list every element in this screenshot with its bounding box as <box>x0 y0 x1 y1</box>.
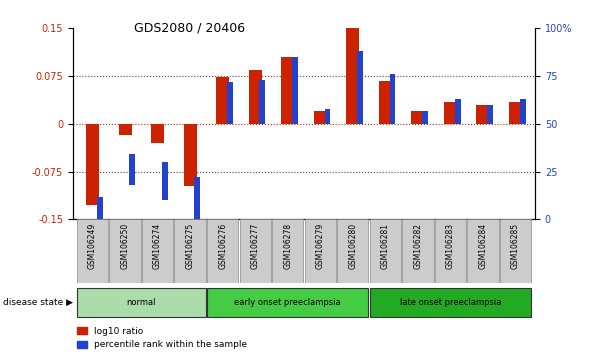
Bar <box>487 105 493 124</box>
Text: GDS2080 / 20406: GDS2080 / 20406 <box>134 21 245 34</box>
Text: GSM106284: GSM106284 <box>478 223 488 269</box>
Bar <box>207 288 368 317</box>
Bar <box>109 219 140 283</box>
Text: GSM106249: GSM106249 <box>88 223 97 269</box>
Text: GSM106282: GSM106282 <box>413 223 423 269</box>
Bar <box>240 219 271 283</box>
Bar <box>402 219 434 283</box>
Bar <box>314 111 326 124</box>
Text: disease state ▶: disease state ▶ <box>3 298 73 307</box>
Bar <box>130 154 135 185</box>
Bar <box>520 99 525 124</box>
Bar <box>357 51 363 124</box>
Bar <box>86 124 99 205</box>
Bar <box>379 81 392 124</box>
Bar <box>162 162 168 200</box>
Bar <box>195 177 200 231</box>
Bar <box>97 196 103 269</box>
Text: late onset preeclampsia: late onset preeclampsia <box>399 298 501 307</box>
Bar <box>207 219 238 283</box>
Bar <box>227 82 233 124</box>
Bar <box>477 105 489 124</box>
Bar <box>444 102 457 124</box>
Bar <box>292 57 298 124</box>
Bar <box>435 219 466 283</box>
Text: early onset preeclampsia: early onset preeclampsia <box>235 298 341 307</box>
Bar <box>216 78 229 124</box>
Text: GSM106280: GSM106280 <box>348 223 358 269</box>
Bar <box>422 110 428 124</box>
Bar <box>305 219 336 283</box>
Bar <box>184 124 196 186</box>
Bar <box>260 80 265 124</box>
Bar <box>337 219 368 283</box>
Bar <box>370 219 401 283</box>
Text: GSM106277: GSM106277 <box>250 223 260 269</box>
Bar <box>509 102 522 124</box>
Text: GSM106250: GSM106250 <box>120 223 130 269</box>
Text: normal: normal <box>126 298 156 307</box>
Bar <box>455 99 460 124</box>
Bar <box>370 288 531 317</box>
Bar <box>119 124 131 135</box>
Bar <box>77 219 108 283</box>
Text: GSM106281: GSM106281 <box>381 223 390 269</box>
Bar <box>272 219 303 283</box>
Bar <box>282 57 294 124</box>
Bar <box>142 219 173 283</box>
Text: GSM106274: GSM106274 <box>153 223 162 269</box>
Bar <box>249 70 261 124</box>
Text: GSM106278: GSM106278 <box>283 223 292 269</box>
Text: GSM106283: GSM106283 <box>446 223 455 269</box>
Bar <box>151 124 164 143</box>
Text: GSM106276: GSM106276 <box>218 223 227 269</box>
Bar <box>412 111 424 124</box>
Bar <box>500 219 531 283</box>
Text: GSM106279: GSM106279 <box>316 223 325 269</box>
Bar <box>77 288 206 317</box>
Text: GSM106285: GSM106285 <box>511 223 520 269</box>
Bar <box>390 74 395 124</box>
Bar <box>174 219 206 283</box>
Bar <box>325 109 330 124</box>
Bar <box>347 28 359 124</box>
Bar <box>468 219 499 283</box>
Text: GSM106275: GSM106275 <box>185 223 195 269</box>
Legend: log10 ratio, percentile rank within the sample: log10 ratio, percentile rank within the … <box>77 327 247 349</box>
